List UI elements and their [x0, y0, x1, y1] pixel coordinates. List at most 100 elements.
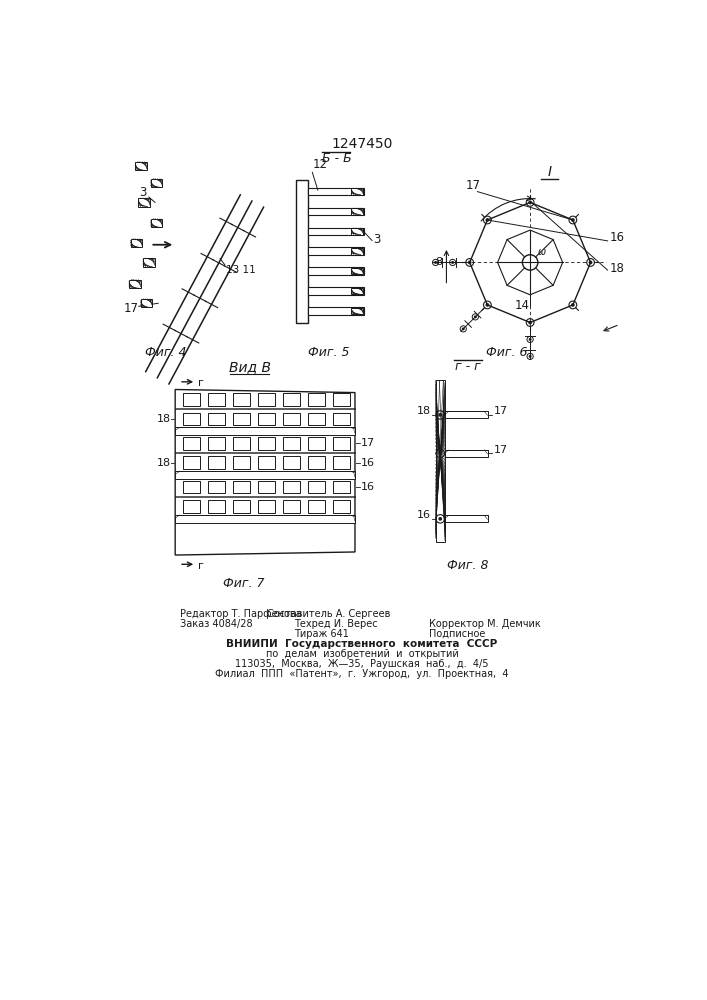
Circle shape [439, 414, 441, 416]
Text: 17: 17 [361, 438, 375, 448]
Text: 16: 16 [610, 231, 625, 244]
Text: ВНИИПИ  Государственного  комитета  СССР: ВНИИПИ Государственного комитета СССР [226, 639, 498, 649]
Bar [308, 247, 364, 255]
Bar [258, 456, 275, 469]
Bar [296, 180, 308, 323]
Bar [308, 208, 364, 215]
Bar [351, 248, 363, 255]
Text: Редактор Т. Парфенова: Редактор Т. Парфенова [180, 609, 301, 619]
Bar [284, 500, 300, 513]
Bar [445, 411, 488, 418]
Bar [308, 188, 364, 195]
Text: Вид В: Вид В [228, 360, 271, 374]
Circle shape [529, 321, 531, 324]
Text: г: г [198, 378, 204, 388]
Circle shape [486, 304, 489, 306]
Bar [129, 280, 141, 288]
Bar [308, 267, 364, 275]
Text: по  делам  изобретений  и  открытий: по делам изобретений и открытий [266, 649, 458, 659]
Bar [183, 481, 200, 493]
Text: г: г [198, 561, 204, 571]
Text: I: I [547, 165, 551, 179]
Bar [175, 471, 355, 479]
Text: Техред И. Верес: Техред И. Верес [293, 619, 378, 629]
Bar [233, 456, 250, 469]
Text: 14: 14 [515, 299, 530, 312]
Bar [208, 456, 225, 469]
Circle shape [529, 201, 531, 204]
Bar [208, 500, 225, 513]
Bar [333, 393, 351, 406]
Bar [233, 500, 250, 513]
Text: Составитель А. Сергеев: Составитель А. Сергеев [267, 609, 390, 619]
Text: Корректор М. Демчик: Корректор М. Демчик [429, 619, 541, 629]
Text: Филиал  ППП  «Патент»,  г.  Ужгород,  ул.  Проектная,  4: Филиал ППП «Патент», г. Ужгород, ул. Про… [215, 669, 509, 679]
Bar [208, 393, 225, 406]
Text: г - г: г - г [455, 360, 481, 373]
Bar [151, 179, 163, 187]
Circle shape [435, 262, 436, 263]
Text: Фиг. 8: Фиг. 8 [448, 559, 489, 572]
Bar [308, 287, 364, 295]
Bar [183, 456, 200, 469]
Bar [208, 437, 225, 450]
Circle shape [572, 219, 574, 221]
Bar [258, 437, 275, 450]
Bar [333, 413, 351, 425]
Text: 18: 18 [610, 262, 625, 275]
Bar [351, 208, 363, 215]
Bar [183, 413, 200, 425]
Bar [233, 481, 250, 493]
Text: 16: 16 [417, 510, 431, 520]
Text: ω: ω [538, 247, 546, 257]
Text: Фиг. 6: Фиг. 6 [486, 346, 527, 359]
Bar [284, 413, 300, 425]
Bar [351, 308, 363, 314]
Text: 3: 3 [373, 233, 381, 246]
Text: 17: 17 [493, 406, 508, 416]
Text: 113035,  Москва,  Ж—35,  Раушская  наб.,  д.  4/5: 113035, Москва, Ж—35, Раушская наб., д. … [235, 659, 489, 669]
Bar [333, 500, 351, 513]
Bar [351, 268, 363, 274]
Circle shape [439, 452, 441, 455]
Text: Подписное: Подписное [429, 629, 486, 639]
Circle shape [452, 262, 453, 263]
Text: 17: 17 [124, 302, 139, 315]
Bar [333, 437, 351, 450]
Text: 8: 8 [436, 257, 443, 267]
Bar [139, 198, 150, 207]
Bar [175, 427, 355, 435]
Text: Тираж 641: Тираж 641 [293, 629, 349, 639]
Bar [284, 437, 300, 450]
Text: 12: 12 [312, 158, 327, 171]
Bar [131, 239, 142, 247]
Bar [308, 456, 325, 469]
Bar [143, 258, 155, 267]
Bar [183, 437, 200, 450]
Bar [175, 515, 355, 523]
Text: Заказ 4084/28: Заказ 4084/28 [180, 619, 252, 629]
Bar [333, 481, 351, 493]
Circle shape [474, 316, 476, 318]
Circle shape [439, 518, 441, 520]
Text: 18: 18 [156, 458, 170, 468]
Text: 1247450: 1247450 [332, 137, 392, 151]
Bar [208, 413, 225, 425]
Circle shape [590, 261, 592, 264]
Circle shape [530, 356, 531, 357]
Bar [258, 481, 275, 493]
Bar [233, 413, 250, 425]
Bar [308, 307, 364, 315]
Circle shape [486, 219, 489, 221]
Text: Фиг. 7: Фиг. 7 [223, 577, 264, 590]
Text: 18: 18 [156, 414, 170, 424]
Bar [284, 393, 300, 406]
Bar [308, 393, 325, 406]
Text: 16: 16 [361, 482, 375, 492]
Circle shape [530, 339, 531, 340]
Bar [445, 450, 488, 457]
Bar [445, 515, 488, 522]
Bar [351, 188, 363, 195]
Text: Фиг. 4: Фиг. 4 [145, 346, 187, 359]
Bar [308, 228, 364, 235]
